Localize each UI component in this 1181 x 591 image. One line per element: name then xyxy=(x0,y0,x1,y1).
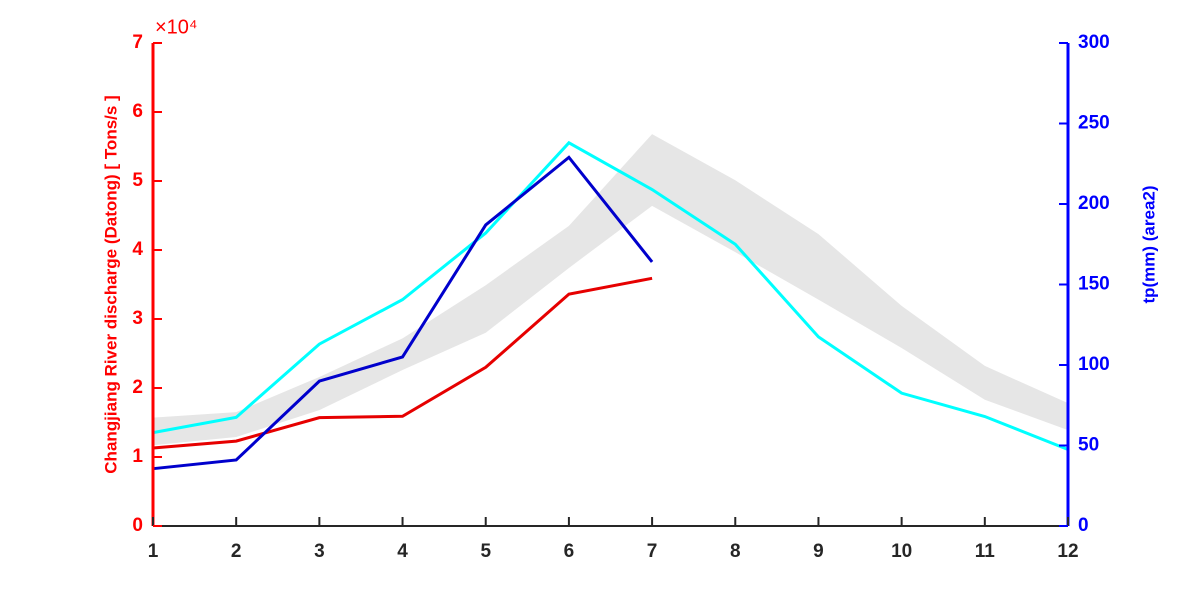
y2-tick-label: 0 xyxy=(1078,515,1089,536)
x-tick-label: 2 xyxy=(231,541,242,562)
y-tick-label: 1 xyxy=(132,446,143,467)
x-tick-label: 11 xyxy=(975,541,996,562)
y-tick-label: 6 xyxy=(132,101,143,122)
y-tick-label: 4 xyxy=(132,239,143,260)
y2-tick-label: 250 xyxy=(1078,113,1110,134)
line xyxy=(152,276,653,450)
x-tick-label: 8 xyxy=(730,541,741,562)
x-tick-label: 12 xyxy=(1057,541,1078,562)
x-tick-label: 4 xyxy=(397,541,408,562)
x-tick-label: 7 xyxy=(647,541,658,562)
x-tick-label: 6 xyxy=(564,541,575,562)
x-tick-label: 9 xyxy=(813,541,824,562)
y-axis-label: Changjiang River discharge (Datong) [ To… xyxy=(101,95,120,473)
y2-tick-label: 150 xyxy=(1078,274,1110,295)
y2-tick-label: 50 xyxy=(1078,435,1099,456)
x-tick-label: 1 xyxy=(148,541,159,562)
y2-tick-label: 300 xyxy=(1078,32,1110,53)
y-tick-label: 2 xyxy=(132,377,143,398)
x-tick-label: 5 xyxy=(480,541,491,562)
y-tick-label: 7 xyxy=(132,32,143,53)
x-tick-label: 3 xyxy=(314,541,325,562)
x-tick-label: 10 xyxy=(891,541,912,562)
y-multiplier: ×10⁴ xyxy=(155,16,198,38)
band xyxy=(153,134,1068,446)
y-tick-label: 5 xyxy=(132,170,143,191)
y2-axis-label: tp(mm) (area2) xyxy=(1139,185,1158,303)
line xyxy=(152,140,1069,451)
line xyxy=(152,155,654,471)
y2-tick-label: 200 xyxy=(1078,193,1110,214)
y2-tick-label: 100 xyxy=(1078,354,1110,375)
y-tick-label: 3 xyxy=(132,308,143,329)
y-tick-label: 0 xyxy=(132,515,143,536)
